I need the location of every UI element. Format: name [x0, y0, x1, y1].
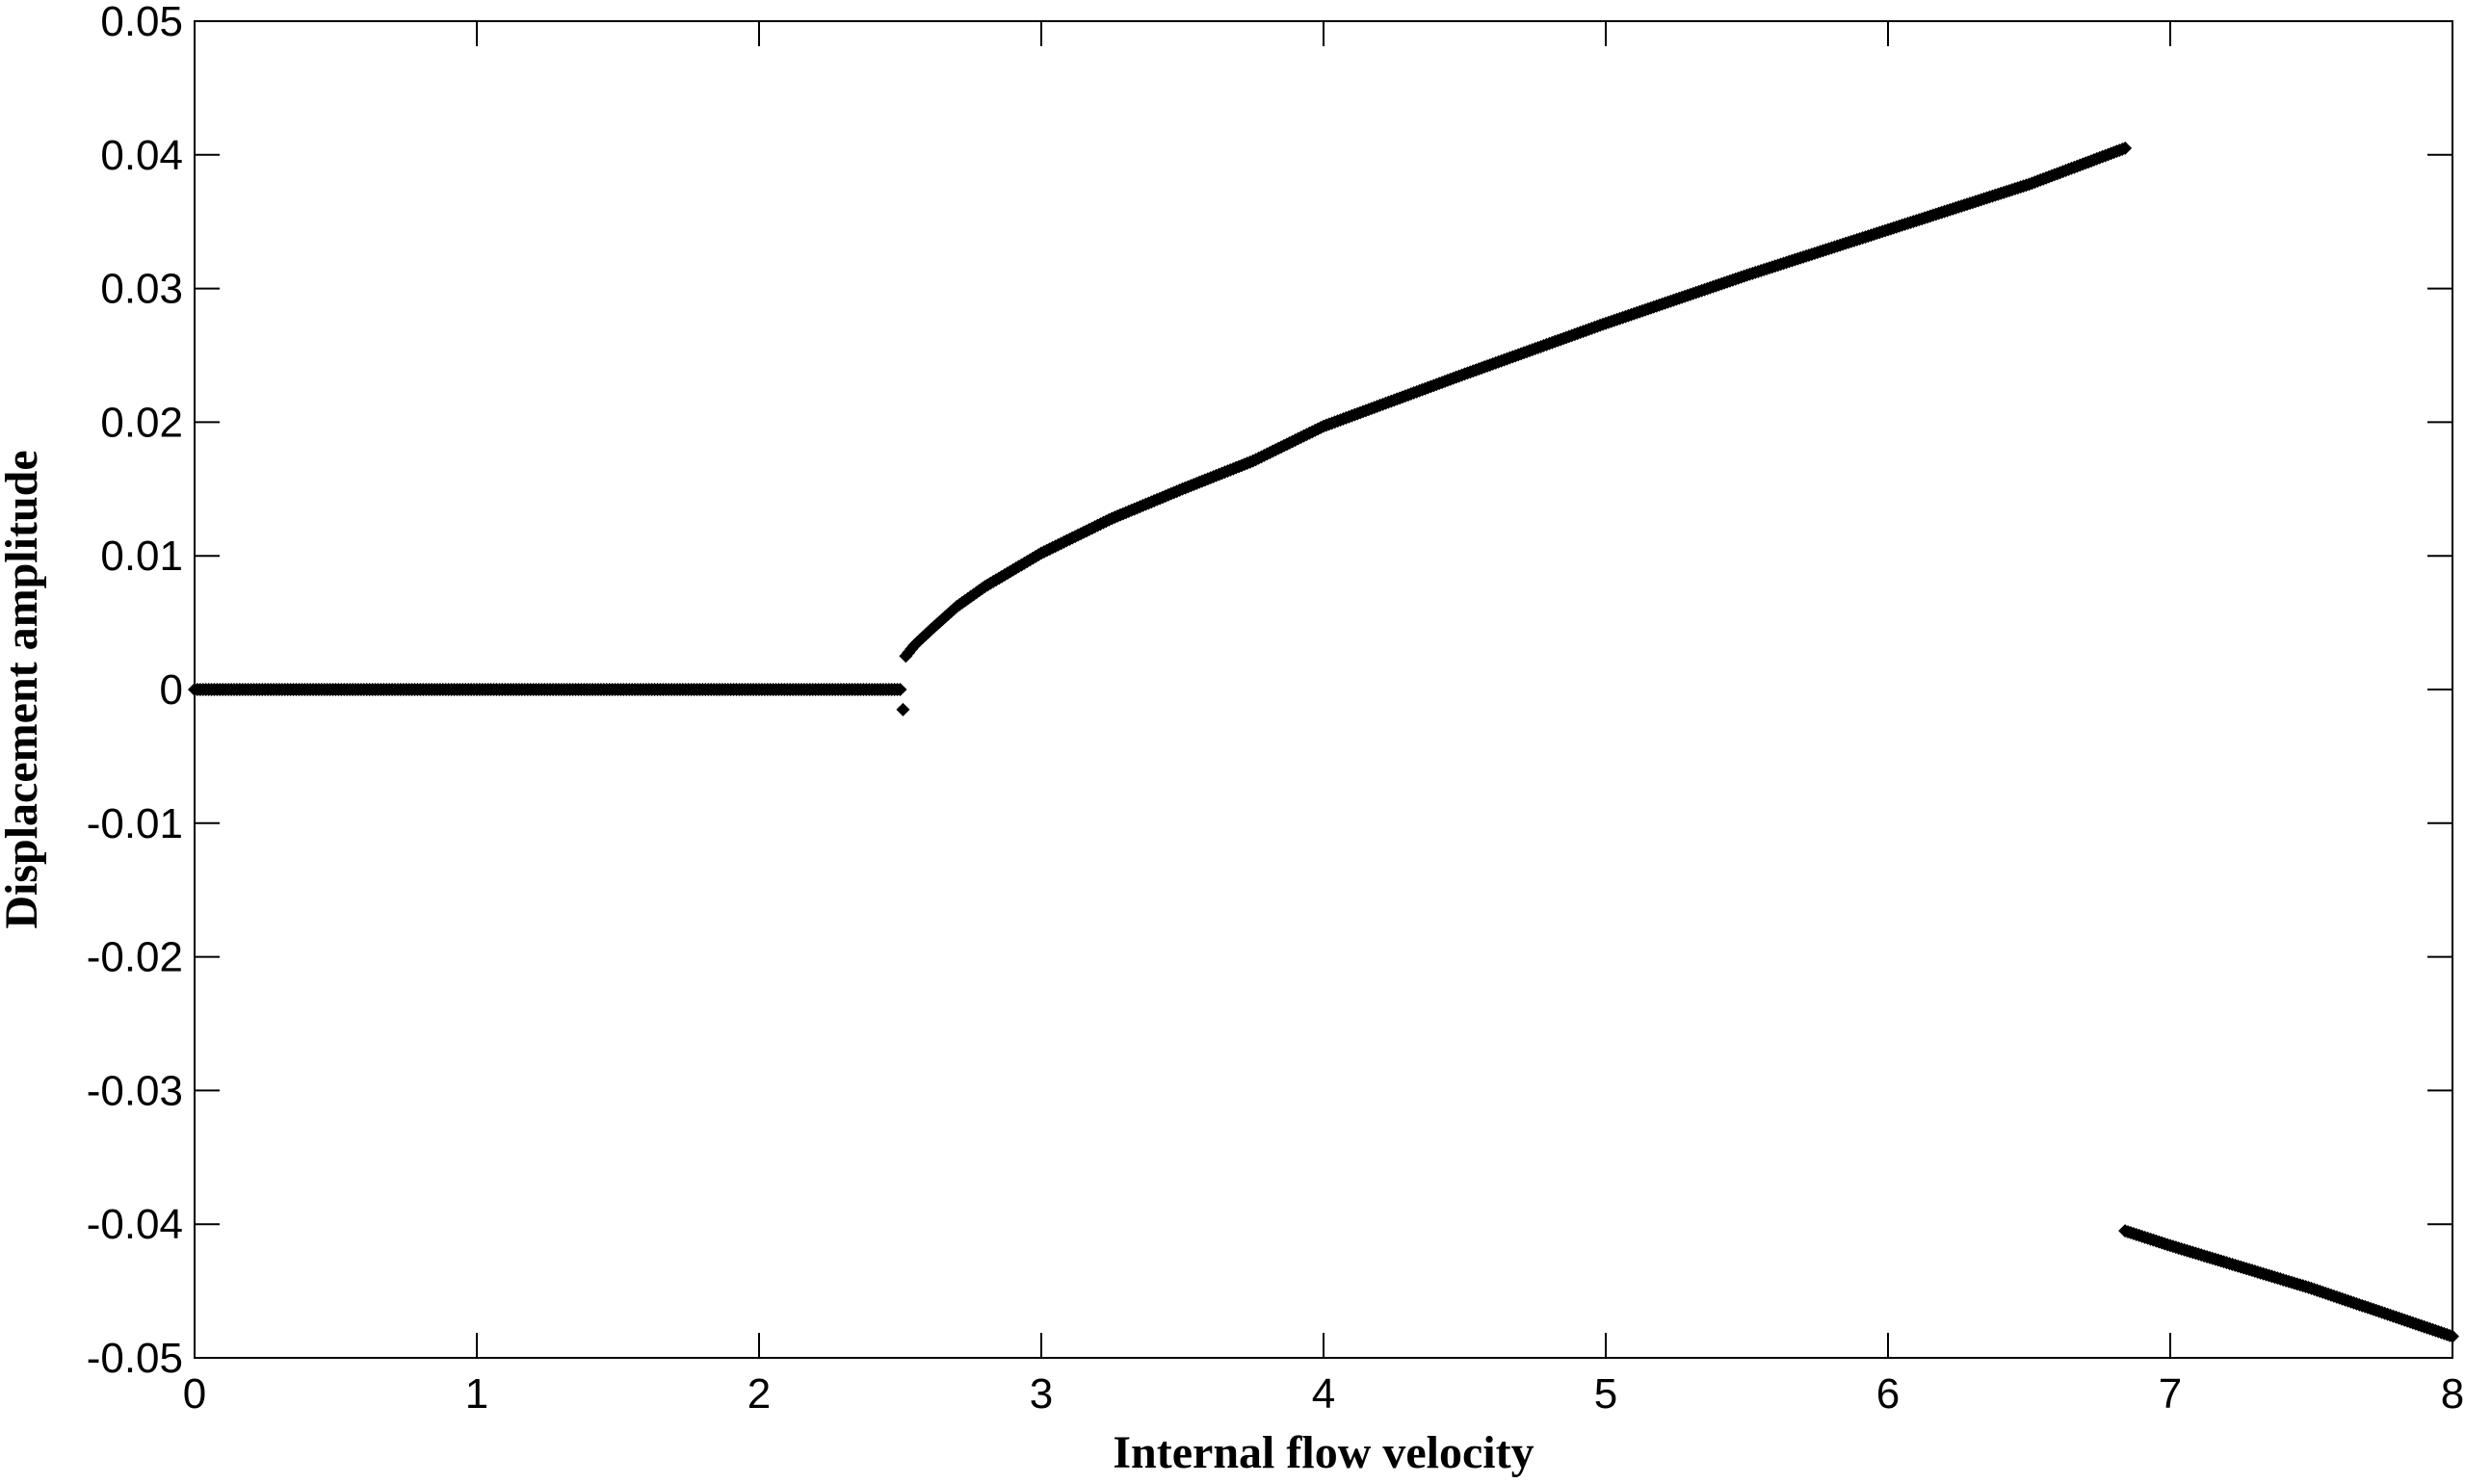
x-tick-label: 1 — [465, 1370, 488, 1418]
x-tick-label: 5 — [1594, 1370, 1617, 1418]
y-axis-label: Displacement amplitude — [0, 450, 47, 928]
y-tick-label: 0.02 — [100, 399, 183, 446]
y-tick-label: 0.04 — [100, 132, 183, 179]
y-tick-label: -0.05 — [87, 1335, 183, 1382]
x-tick-label: 6 — [1876, 1370, 1900, 1418]
data-point — [2446, 1329, 2459, 1343]
y-tick-label: -0.02 — [87, 934, 183, 981]
data-point — [896, 702, 910, 716]
x-tick-label: 3 — [1030, 1370, 1053, 1418]
y-tick-label: -0.03 — [87, 1067, 183, 1114]
y-tick-label: 0 — [160, 666, 183, 714]
y-tick-label: 0.03 — [100, 266, 183, 313]
x-tick-label: 2 — [747, 1370, 771, 1418]
tick-labels: 0 1 2 3 4 5 6 7 8 -0.05 -0.04 -0.03 -0.02 -0.01 0 0.01 0… — [87, 0, 2465, 1418]
y-tick-label: -0.04 — [87, 1201, 183, 1248]
axis-ticks — [194, 20, 2453, 1359]
x-tick-label: 0 — [183, 1370, 206, 1418]
x-axis-label: Internal flow velocity — [1113, 1427, 1534, 1478]
data-markers — [188, 141, 2459, 1343]
y-tick-label: -0.01 — [87, 800, 183, 847]
y-tick-label: 0.01 — [100, 533, 183, 580]
data-point — [2118, 141, 2133, 155]
x-tick-label: 7 — [2159, 1370, 2182, 1418]
y-tick-label: 0.05 — [100, 0, 183, 45]
data-point — [893, 683, 907, 696]
x-tick-label: 4 — [1312, 1370, 1335, 1418]
x-tick-label: 8 — [2441, 1370, 2464, 1418]
